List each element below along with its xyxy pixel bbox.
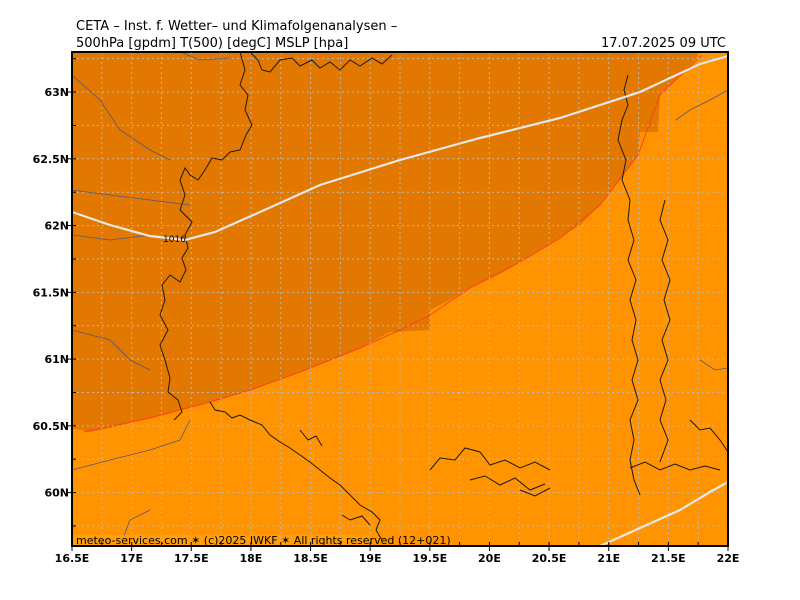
x-tick-label: 18E (239, 552, 262, 565)
x-tick-label: 20E (478, 552, 501, 565)
axis-ticks (67, 58, 729, 551)
x-axis-labels: 16.5E 17E 17.5E 18E 18.5E 19E 19.5E 20E 20.5E 21E… (55, 552, 740, 565)
isobar-label: 1016 (163, 235, 186, 245)
valid-time: 17.07.2025 09 UTC (600, 36, 726, 51)
y-tick-label: 62.5N (33, 153, 69, 166)
isobar-line-south (599, 481, 728, 546)
y-tick-label: 60N (44, 487, 69, 500)
temperature-boundary-line (83, 54, 703, 433)
y-tick-label: 61N (44, 353, 69, 366)
grid-lines (72, 52, 728, 546)
x-tick-label: 22E (717, 552, 740, 565)
map-title: CETA – Inst. f. Wetter– und Klimafolgena… (76, 19, 398, 34)
x-tick-label: 17.5E (174, 552, 209, 565)
y-tick-label: 60.5N (33, 420, 69, 433)
isobar-line-north (72, 54, 728, 242)
y-tick-label: 62N (44, 220, 69, 233)
copyright-footer: meteo-services.com ✶ (c)2025 IWKF ✶ All … (76, 534, 451, 547)
cold-temperature-zone (72, 52, 700, 432)
field-description: 500hPa [gpdm] T(500) [degC] MSLP [hpa] (76, 36, 349, 51)
footer-background (73, 535, 369, 545)
x-tick-label: 21E (597, 552, 620, 565)
x-tick-label: 19.5E (412, 552, 447, 565)
x-tick-label: 18.5E (293, 552, 328, 565)
admin-borders (72, 52, 728, 546)
x-tick-label: 21.5E (651, 552, 686, 565)
y-axis-labels: 63N 62.5N 62N 61.5N 61N 60.5N 60N (33, 86, 69, 500)
coastline (159, 52, 728, 541)
y-tick-label: 61.5N (33, 286, 69, 299)
x-tick-label: 16.5E (55, 552, 90, 565)
map-plot-area: 1016 meteo-services.com ✶ (c)2025 IWKF ✶… (72, 52, 728, 547)
y-tick-label: 63N (44, 86, 69, 99)
x-tick-label: 20.5E (532, 552, 567, 565)
x-tick-label: 19E (359, 552, 382, 565)
x-tick-label: 17E (120, 552, 143, 565)
